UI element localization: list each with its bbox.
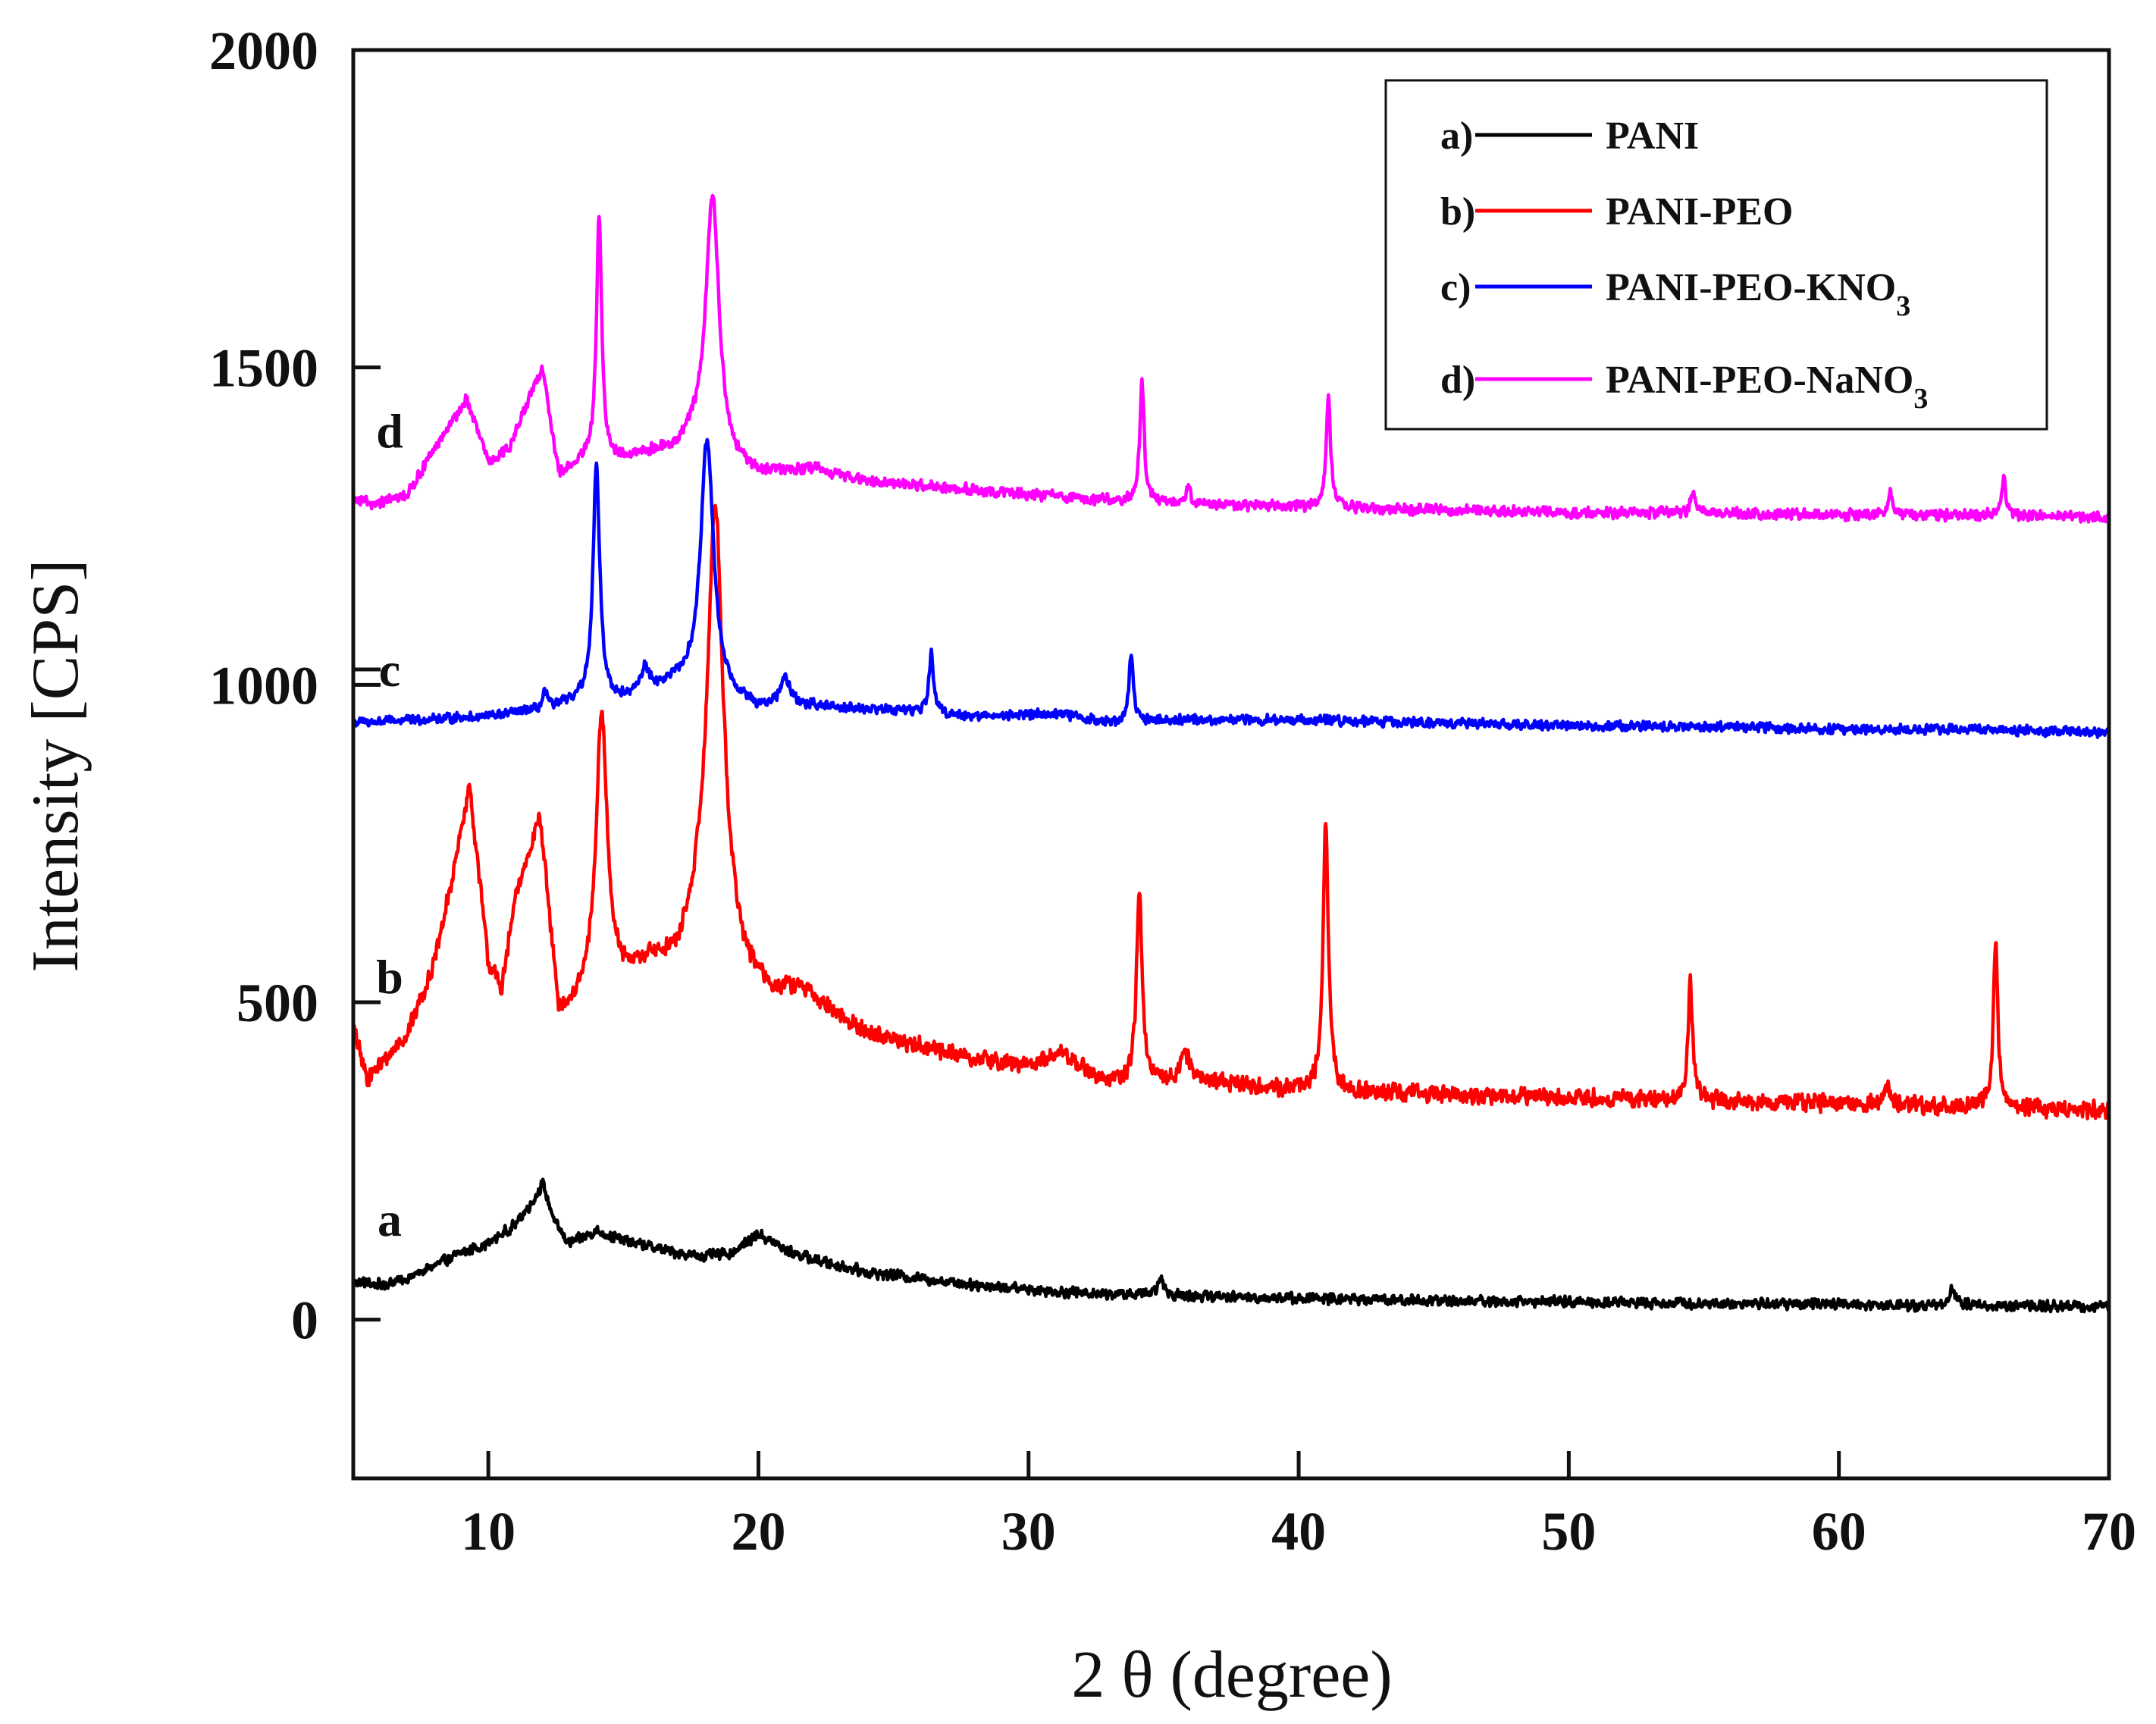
legend-box [1384,79,2048,431]
legend-label-b: PANI-PEO [1606,190,1793,234]
x-axis: 10 20 30 40 50 60 70 [461,1451,2136,1562]
plot-curves [351,193,2111,1314]
curve-label-c: c [379,643,400,697]
x-tick-label: 70 [2082,1501,2136,1562]
legend-tag: d) [1440,359,1475,402]
legend-tag: a) [1440,114,1473,158]
plot-frame [351,48,2111,1481]
legend-subscript: 3 [1896,290,1910,322]
series-line-b [351,503,2111,1121]
x-tick-label: 10 [461,1501,515,1562]
x-tick-label: 40 [1271,1501,1326,1562]
legend-label-a: PANI [1606,114,1699,158]
y-axis: 0 500 1000 1500 2000 [209,20,381,1351]
x-tick-label: 60 [1812,1501,1866,1562]
y-tick-label: 500 [237,973,318,1033]
x-tick-label: 30 [1001,1501,1056,1562]
curve-label-d: d [376,404,403,458]
x-tick-label: 50 [1541,1501,1596,1562]
legend-subscript: 3 [1913,383,1928,415]
y-tick-label: 0 [291,1290,318,1351]
y-tick-label: 1000 [209,655,318,716]
curve-label-b: b [376,950,403,1004]
curve-labels: a b c d [353,404,403,1246]
series-line-a [351,1177,2111,1314]
x-tick-label: 20 [731,1501,785,1562]
legend-tag: c) [1440,266,1471,309]
series-line-c [352,437,2111,739]
y-axis-label: Intensity [CPS] [19,559,92,972]
legend-tag: b) [1440,190,1475,234]
y-tick-label: 2000 [209,20,318,81]
x-axis-label: 2 θ (degree) [1071,1638,1392,1712]
curve-label-a: a [378,1193,402,1246]
series-line-d [351,193,2111,524]
y-tick-label: 1500 [209,338,318,399]
